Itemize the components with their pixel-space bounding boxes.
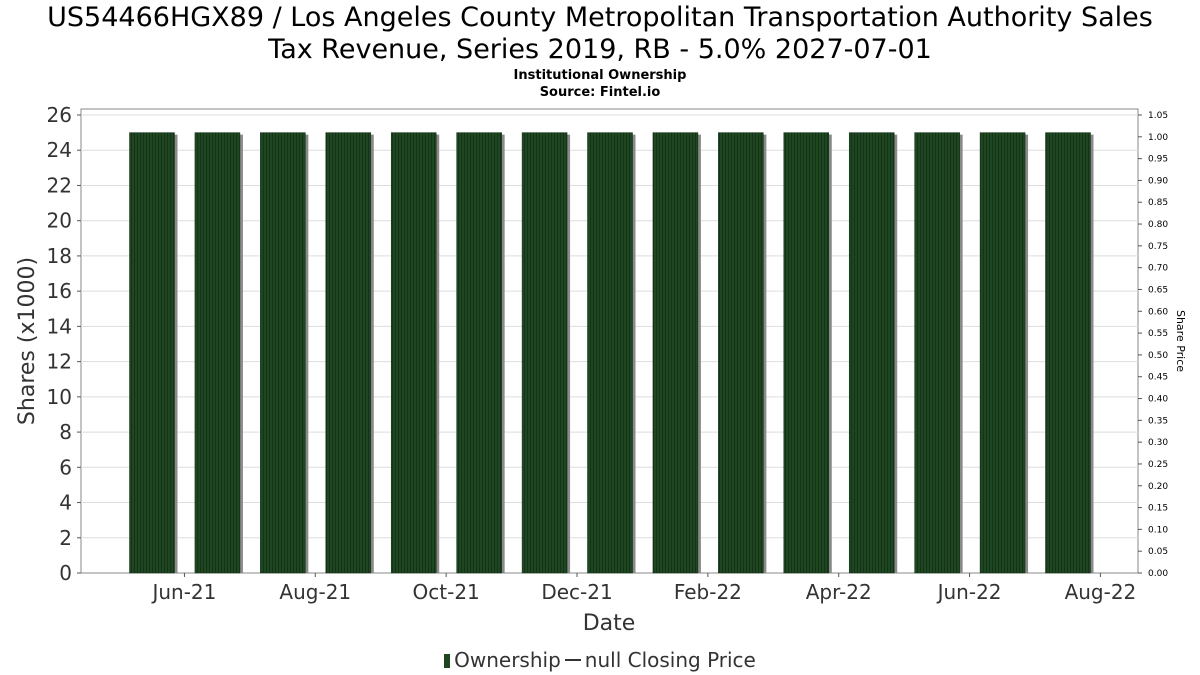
y2-tick-label: 0.75	[1148, 242, 1168, 252]
x-tick-label: Dec-21	[541, 580, 612, 604]
y-tick-label: 22	[47, 173, 72, 197]
ownership-bar	[848, 132, 895, 574]
y-tick-label: 24	[47, 138, 72, 162]
y-tick-label: 26	[47, 103, 72, 127]
y-tick-label: 18	[47, 244, 72, 268]
y2-tick-label: 0.20	[1148, 482, 1168, 492]
chart-legend: Ownership null Closing Price	[0, 648, 1200, 672]
price-legend-swatch	[564, 659, 581, 661]
ownership-bar	[390, 132, 437, 574]
x-tick-label: Feb-22	[674, 580, 742, 604]
y2-tick-label: 0.00	[1148, 569, 1168, 579]
y-axis-label: Shares (x1000)	[15, 257, 40, 425]
y2-tick-label: 0.95	[1148, 155, 1168, 165]
y-tick-label: 10	[47, 385, 72, 409]
x-tick-label: Apr-22	[806, 580, 872, 604]
x-axis: Jun-21 Aug-21 Oct-21 Dec-21 Feb-22 Apr-22 Jun-…	[150, 573, 1136, 604]
y-tick-label: 20	[47, 209, 72, 233]
legend-price-label: null Closing Price	[584, 648, 756, 672]
ownership-bar	[652, 132, 699, 574]
ownership-bar	[783, 132, 830, 574]
y2-tick-label: 0.55	[1148, 329, 1168, 339]
ownership-bar	[456, 132, 502, 574]
x-tick-label: Jun-22	[936, 580, 1002, 604]
ownership-bar	[129, 132, 175, 574]
ownership-bar	[914, 132, 960, 574]
chart-subtitle: Institutional Ownership	[513, 68, 687, 83]
y-tick-label: 6	[59, 455, 72, 479]
y-axis-right: 0.00 0.05 0.10 0.15 0.20 0.25 0.30 0.35 0.40 0.45…	[1138, 111, 1168, 579]
ownership-bar	[325, 132, 372, 574]
y2-tick-label: 1.00	[1148, 133, 1168, 143]
y2-tick-label: 0.10	[1148, 525, 1168, 535]
y2-tick-label: 0.25	[1148, 460, 1168, 470]
ownership-bars	[129, 132, 1094, 574]
y2-tick-label: 0.80	[1148, 220, 1168, 230]
y2-tick-label: 0.45	[1148, 373, 1168, 383]
y2-tick-label: 0.90	[1148, 176, 1168, 186]
chart-title-line-1: US54466HGX89 / Los Angeles County Metrop…	[47, 2, 1153, 33]
y2-tick-label: 0.65	[1148, 285, 1168, 295]
ownership-legend-swatch	[444, 654, 451, 668]
ownership-bar	[1045, 132, 1091, 574]
x-tick-label: Aug-21	[279, 580, 351, 604]
y2-tick-label: 0.70	[1148, 264, 1168, 274]
y2-tick-label: 0.60	[1148, 307, 1168, 317]
x-tick-label: Aug-22	[1065, 580, 1137, 604]
ownership-bar	[979, 132, 1026, 574]
y-tick-label: 14	[47, 314, 72, 338]
y2-tick-label: 0.85	[1148, 198, 1168, 208]
y2-tick-label: 0.50	[1148, 351, 1168, 361]
x-tick-label: Oct-21	[413, 580, 480, 604]
y-tick-label: 2	[59, 526, 72, 550]
y2-tick-label: 0.40	[1148, 395, 1168, 405]
y-tick-label: 0	[59, 561, 72, 585]
y2-tick-label: 0.05	[1148, 547, 1168, 557]
y2-tick-label: 1.05	[1148, 111, 1168, 121]
chart-source: Source: Fintel.io	[539, 85, 661, 100]
ownership-bar	[194, 132, 241, 574]
y-tick-label: 12	[47, 350, 72, 374]
y2-axis-label: Share Price	[1174, 310, 1187, 372]
y2-tick-label: 0.15	[1148, 504, 1168, 514]
ownership-bar	[260, 132, 306, 574]
y-tick-label: 4	[59, 491, 72, 515]
y-tick-label: 8	[59, 420, 72, 444]
ownership-bar	[718, 132, 764, 574]
y-tick-label: 16	[47, 279, 72, 303]
y2-tick-label: 0.35	[1148, 416, 1168, 426]
legend-ownership-label: Ownership	[454, 648, 561, 672]
chart-title-line-2: Tax Revenue, Series 2019, RB - 5.0% 2027…	[268, 34, 932, 65]
ownership-bar	[587, 132, 633, 574]
ownership-bar	[521, 132, 568, 574]
x-axis-label: Date	[583, 611, 636, 636]
y2-tick-label: 0.30	[1148, 438, 1168, 448]
x-tick-label: Jun-21	[150, 580, 216, 604]
